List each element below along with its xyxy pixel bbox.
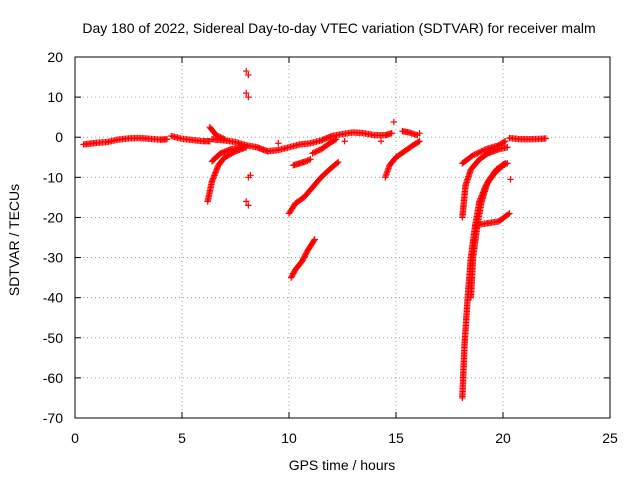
data-point	[479, 147, 487, 154]
data-point	[313, 148, 321, 155]
data-point	[475, 149, 482, 156]
data-point	[390, 118, 398, 126]
data-point	[243, 198, 250, 205]
data-point	[312, 148, 319, 156]
data-point	[505, 211, 512, 218]
y-tick-label: -10	[43, 169, 63, 185]
x-tick-label: 15	[388, 430, 404, 446]
x-tick-label: 0	[71, 430, 79, 446]
data-point	[341, 138, 348, 145]
y-tick-label: 10	[47, 89, 63, 105]
data-point	[243, 67, 250, 75]
data-point	[220, 135, 227, 142]
y-tick-label: -30	[43, 250, 63, 266]
data-point	[310, 237, 318, 244]
data-point	[476, 148, 484, 156]
data-point	[221, 136, 228, 143]
data-point	[304, 157, 311, 164]
data-point	[377, 138, 385, 145]
data-point	[504, 144, 511, 151]
data-point	[238, 143, 246, 151]
x-tick-label: 5	[178, 430, 186, 446]
data-point	[315, 147, 322, 154]
x-tick-label: 25	[602, 430, 618, 446]
data-point	[163, 136, 171, 143]
data-point	[474, 150, 481, 157]
data-point	[213, 132, 220, 139]
data-point	[302, 158, 310, 165]
data-point	[307, 156, 314, 163]
data-point	[311, 236, 318, 243]
marks-layer	[80, 67, 549, 402]
data-point	[245, 71, 252, 79]
chart-title: Day 180 of 2022, Sidereal Day-to-day VTE…	[82, 20, 595, 36]
data-point	[507, 176, 514, 183]
x-tick-label: 20	[495, 430, 511, 446]
data-point	[214, 132, 221, 140]
data-point	[247, 172, 254, 179]
data-point	[243, 89, 250, 97]
data-point	[331, 136, 338, 144]
data-point	[478, 148, 485, 155]
data-point	[501, 160, 509, 167]
data-point	[500, 138, 508, 146]
y-tick-label: -20	[43, 209, 63, 225]
data-point	[415, 138, 422, 146]
x-tick-label: 10	[281, 430, 297, 446]
data-point	[215, 133, 223, 140]
y-tick-label: -40	[43, 290, 63, 306]
grid-layer	[75, 57, 610, 418]
data-point	[310, 149, 318, 156]
data-point	[333, 159, 341, 167]
data-point	[501, 138, 509, 145]
data-point	[218, 134, 226, 142]
data-point	[471, 151, 478, 158]
ticks-layer: 0 5 10 15 20 25 20 10 0 -10 -20 -30 -40 -50 -60 -70	[43, 49, 618, 446]
y-axis-label: SDTVAR / TECUs	[6, 184, 22, 296]
data-point	[217, 134, 224, 141]
y-tick-label: -70	[43, 410, 63, 426]
data-point	[500, 160, 508, 168]
data-point	[469, 152, 477, 159]
data-point	[245, 202, 252, 209]
data-point	[506, 210, 513, 217]
data-point	[472, 150, 480, 158]
data-point	[305, 156, 313, 164]
y-tick-label: -50	[43, 330, 63, 346]
y-tick-label: 0	[55, 129, 63, 145]
y-tick-label: 20	[47, 49, 63, 65]
data-point	[275, 140, 282, 147]
data-point	[416, 130, 423, 137]
data-point	[388, 130, 395, 137]
data-point	[332, 136, 340, 143]
y-tick-label: -60	[43, 370, 63, 386]
data-point	[542, 135, 549, 142]
data-point	[335, 158, 342, 166]
data-point	[416, 138, 423, 145]
plot-frame	[74, 56, 611, 419]
data-point	[481, 146, 488, 154]
data-point	[309, 150, 316, 157]
x-axis-label: GPS time / hours	[289, 457, 396, 473]
data-point	[245, 93, 252, 101]
